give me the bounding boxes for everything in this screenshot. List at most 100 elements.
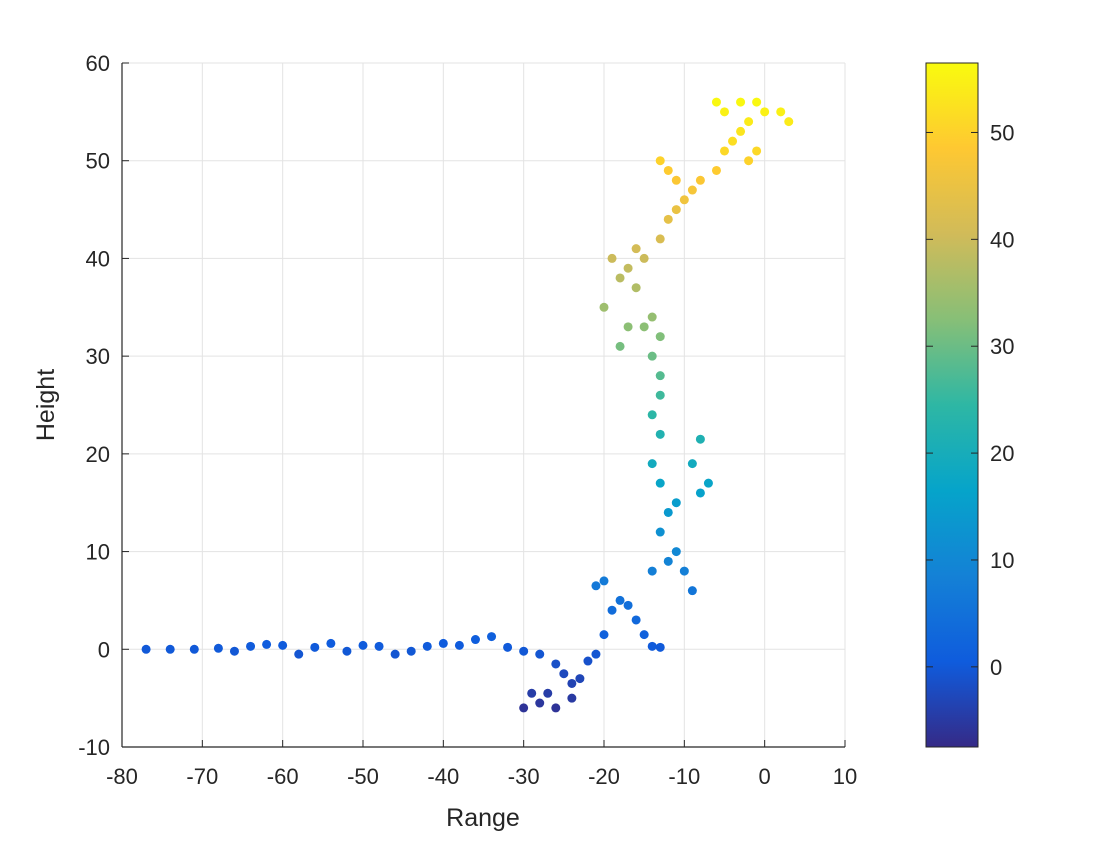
scatter-point	[607, 253, 617, 263]
scatter-point	[663, 165, 673, 175]
scatter-point	[189, 644, 199, 654]
colorbar-ticks: 0 10 20 30 40 50	[926, 120, 1014, 680]
scatter-point	[422, 641, 432, 651]
colorbar-tick-label: 20	[990, 441, 1014, 466]
scatter-point	[655, 332, 665, 342]
scatter-point	[752, 97, 762, 107]
scatter-point	[575, 674, 585, 684]
x-tick-label: -80	[106, 764, 138, 789]
scatter-point	[278, 640, 288, 650]
x-axis-label: Range	[446, 804, 520, 832]
x-tick-label: -50	[347, 764, 379, 789]
y-axis-label: Height	[32, 369, 60, 441]
plot-area	[122, 63, 845, 747]
scatter-point	[390, 649, 400, 659]
x-tick-label: -70	[186, 764, 218, 789]
scatter-point	[406, 646, 416, 656]
scatter-point	[671, 498, 681, 508]
scatter-point	[647, 351, 657, 361]
scatter-point	[623, 322, 633, 332]
scatter-point	[631, 615, 641, 625]
scatter-point	[647, 459, 657, 469]
scatter-point	[679, 566, 689, 576]
x-tick-label: -40	[427, 764, 459, 789]
scatter-point	[503, 642, 513, 652]
scatter-point	[631, 283, 641, 293]
axes	[121, 62, 846, 748]
scatter-point	[760, 107, 770, 117]
scatter-point	[599, 576, 609, 586]
y-tick-label: 30	[86, 344, 110, 369]
scatter-point	[535, 649, 545, 659]
scatter-point	[695, 488, 705, 498]
scatter-point	[663, 214, 673, 224]
colorbar-tick-label: 30	[990, 334, 1014, 359]
scatter-point	[671, 175, 681, 185]
scatter-point	[615, 595, 625, 605]
colorbar-tick-label: 0	[990, 655, 1002, 680]
scatter-point	[655, 642, 665, 652]
scatter-point	[374, 641, 384, 651]
scatter-point	[655, 527, 665, 537]
scatter-point	[527, 688, 537, 698]
scatter-point	[213, 643, 223, 653]
scatter-point	[744, 117, 754, 127]
scatter-point	[695, 434, 705, 444]
scatter-point	[607, 605, 617, 615]
scatter-point	[655, 390, 665, 400]
scatter-point	[752, 146, 762, 156]
y-tick-label: 60	[86, 51, 110, 76]
scatter-point	[663, 556, 673, 566]
scatter-point	[567, 693, 577, 703]
scatter-point	[438, 638, 448, 648]
scatter-point	[655, 156, 665, 166]
scatter-point	[655, 371, 665, 381]
scatter-point	[647, 641, 657, 651]
x-tick-label: 0	[759, 764, 771, 789]
colorbar-tick-label: 40	[990, 227, 1014, 252]
scatter-point	[720, 107, 729, 117]
scatter-point	[519, 646, 529, 656]
scatter-point	[639, 253, 649, 263]
scatter-point	[784, 117, 794, 127]
scatter-point	[720, 146, 729, 156]
scatter-point	[695, 175, 705, 185]
y-tick-labels: -10 0 10 20 30 40 50 60	[78, 51, 110, 760]
x-tick-label: 10	[833, 764, 857, 789]
scatter-point	[246, 641, 256, 651]
scatter-point	[744, 156, 754, 166]
scatter-point	[543, 688, 553, 698]
scatter-point	[310, 642, 320, 652]
scatter-point	[165, 644, 175, 654]
scatter-point	[736, 97, 746, 107]
scatter-point	[535, 698, 545, 708]
scatter-point	[559, 669, 569, 679]
scatter-point	[487, 632, 497, 642]
scatter-point	[294, 649, 304, 659]
x-tick-labels: -80 -70 -60 -50 -40 -30 -20 -10 0 10	[106, 764, 857, 789]
scatter-point	[591, 649, 601, 659]
scatter-point	[615, 273, 625, 283]
scatter-point	[591, 581, 601, 591]
scatter-point	[229, 646, 239, 656]
scatter-point	[551, 703, 561, 713]
scatter-point	[454, 640, 464, 650]
scatter-point	[631, 244, 641, 254]
scatter-point	[623, 263, 633, 273]
scatter-point	[728, 136, 738, 146]
scatter-point	[262, 639, 272, 649]
x-tick-label: -60	[267, 764, 299, 789]
scatter-point	[687, 459, 697, 469]
y-tick-label: -10	[78, 735, 110, 760]
x-tick-label: -30	[508, 764, 540, 789]
scatter-point	[655, 234, 665, 244]
scatter-point	[141, 644, 151, 654]
scatter-point	[583, 656, 593, 666]
scatter-point	[655, 478, 665, 488]
scatter-point	[655, 429, 665, 439]
y-tick-label: 10	[86, 540, 110, 565]
scatter-point	[551, 659, 561, 669]
y-tick-label: 0	[98, 637, 110, 662]
